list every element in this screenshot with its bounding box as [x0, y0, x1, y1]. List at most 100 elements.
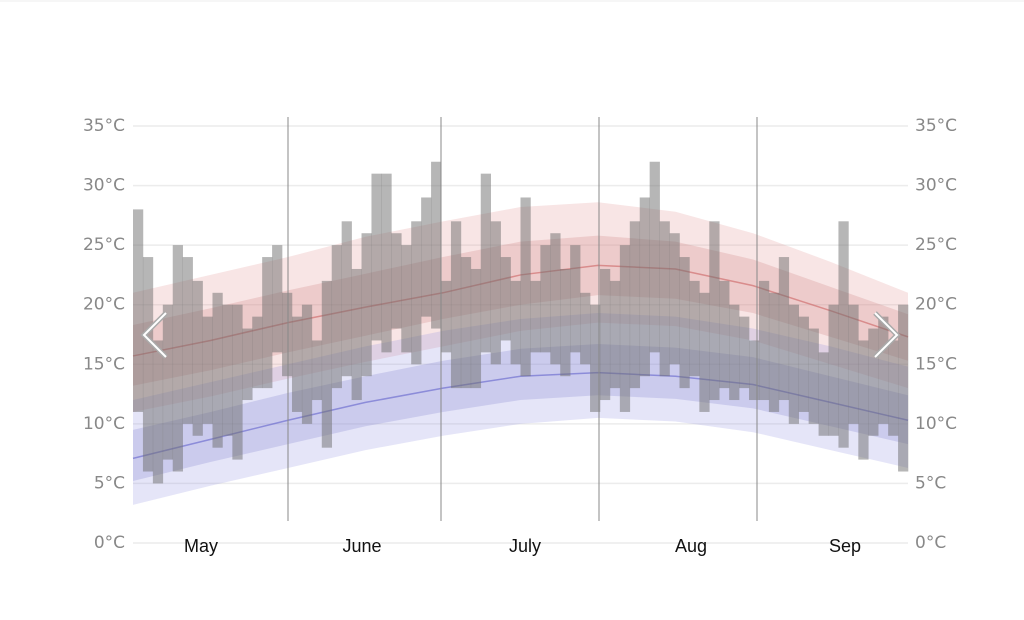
- daily-range-bar: [758, 280, 770, 401]
- daily-range-bar: [311, 340, 323, 401]
- daily-range-bar: [540, 245, 551, 353]
- daily-range-bar: [659, 221, 670, 377]
- daily-range-bar: [242, 328, 253, 401]
- daily-range-bar: [361, 233, 372, 377]
- daily-range-bar: [351, 268, 362, 401]
- daily-range-bar: [778, 257, 790, 401]
- daily-range-bar: [162, 304, 174, 460]
- daily-range-bar: [590, 304, 601, 412]
- y2-tick-label: 10°C: [915, 414, 957, 434]
- daily-range-bar: [719, 280, 730, 389]
- daily-range-bar: [888, 340, 899, 436]
- daily-range-bar: [282, 292, 293, 377]
- y2-tick-label: 20°C: [915, 295, 957, 315]
- daily-range-bar: [669, 233, 680, 365]
- daily-range-bar: [391, 233, 402, 329]
- daily-range-bar: [749, 340, 760, 401]
- daily-range-bar: [609, 280, 621, 389]
- daily-range-bar: [450, 221, 462, 389]
- daily-range-bar: [768, 292, 780, 412]
- y2-tick-label: 5°C: [915, 473, 946, 493]
- y-tick-label: 35°C: [83, 116, 125, 136]
- daily-range-bar: [371, 173, 382, 341]
- daily-range-bar: [689, 280, 700, 377]
- daily-range-bar: [133, 209, 144, 412]
- daily-range-bar: [401, 245, 412, 353]
- daily-range-bar: [301, 304, 313, 424]
- daily-range-bar: [739, 316, 750, 389]
- daily-range-bar: [510, 280, 521, 365]
- daily-range-bar: [619, 245, 631, 412]
- daily-range-bar: [232, 304, 243, 460]
- daily-range-bar: [530, 280, 541, 353]
- daily-range-bar: [838, 221, 849, 448]
- daily-range-bar: [152, 340, 164, 484]
- daily-range-bar: [878, 316, 889, 424]
- daily-range-bar: [580, 292, 591, 365]
- daily-range-bar: [272, 245, 283, 353]
- y2-tick-label: 35°C: [915, 116, 957, 136]
- daily-range-bar: [480, 173, 491, 353]
- x-tick-label: June: [342, 536, 381, 556]
- daily-range-bar: [639, 197, 650, 377]
- daily-range-bar: [520, 197, 531, 377]
- daily-range-bar: [142, 257, 154, 472]
- daily-range-bar: [212, 292, 223, 448]
- y-tick-label: 25°C: [83, 235, 125, 255]
- daily-range-bar: [808, 328, 819, 424]
- daily-range-bar: [341, 221, 352, 377]
- daily-range-bar: [331, 245, 342, 389]
- daily-range-bar: [788, 304, 800, 424]
- prev-arrow[interactable]: [140, 311, 168, 359]
- daily-range-bar: [381, 173, 392, 353]
- x-tick-label: Aug: [675, 536, 707, 556]
- daily-range-bar: [828, 304, 839, 436]
- plot: 0°C 0°C 5°C 5°C 10°C 10°C 15°C 15°C 20°C 20°C 25°C…: [83, 116, 957, 556]
- y2-tick-label: 25°C: [915, 235, 957, 255]
- y-tick-label: 20°C: [83, 295, 125, 315]
- daily-range-bar: [202, 316, 213, 424]
- daily-range-bar: [431, 161, 442, 329]
- y-tick-label: 15°C: [83, 354, 125, 374]
- daily-range-bar: [321, 280, 333, 448]
- daily-range-bar: [868, 328, 879, 436]
- daily-range-bar: [570, 245, 581, 353]
- next-arrow[interactable]: [873, 311, 901, 359]
- daily-range-bar: [699, 292, 710, 412]
- daily-range-bar: [470, 268, 482, 389]
- daily-range-bar: [460, 257, 472, 389]
- daily-range-bar: [490, 221, 501, 365]
- y2-tick-label: 30°C: [915, 176, 957, 196]
- daily-range-bar: [649, 161, 660, 353]
- daily-range-bar: [679, 257, 690, 389]
- daily-range-bar: [182, 257, 193, 424]
- y-tick-label: 5°C: [94, 473, 125, 493]
- prev-arrow-icon[interactable]: [142, 312, 167, 358]
- y2-tick-label: 15°C: [915, 354, 957, 374]
- x-tick-label: July: [509, 536, 541, 556]
- daily-range-bar: [192, 280, 203, 436]
- daily-range-bar: [550, 233, 561, 365]
- daily-range-bar: [500, 257, 511, 341]
- daily-range-bar: [291, 316, 303, 412]
- daily-range-bar: [599, 268, 611, 401]
- daily-range-bar: [798, 316, 809, 412]
- daily-range-bar: [262, 257, 273, 389]
- next-arrow-icon[interactable]: [874, 312, 899, 358]
- x-tick-label: May: [184, 536, 218, 556]
- daily-range-bar: [629, 221, 641, 389]
- y-tick-label: 10°C: [83, 414, 125, 434]
- daily-range-bar: [898, 304, 909, 472]
- y2-tick-label: 0°C: [915, 533, 946, 553]
- daily-range-bar: [709, 221, 720, 401]
- daily-range-bar: [172, 245, 183, 472]
- y-tick-label: 30°C: [83, 176, 125, 196]
- daily-range-bar: [252, 316, 263, 389]
- daily-range-bar: [411, 221, 422, 365]
- daily-range-bar: [818, 352, 829, 436]
- daily-range-bar: [560, 268, 571, 377]
- daily-range-bar: [222, 304, 233, 436]
- daily-range-bar: [848, 304, 859, 424]
- x-tick-label: Sep: [829, 536, 861, 556]
